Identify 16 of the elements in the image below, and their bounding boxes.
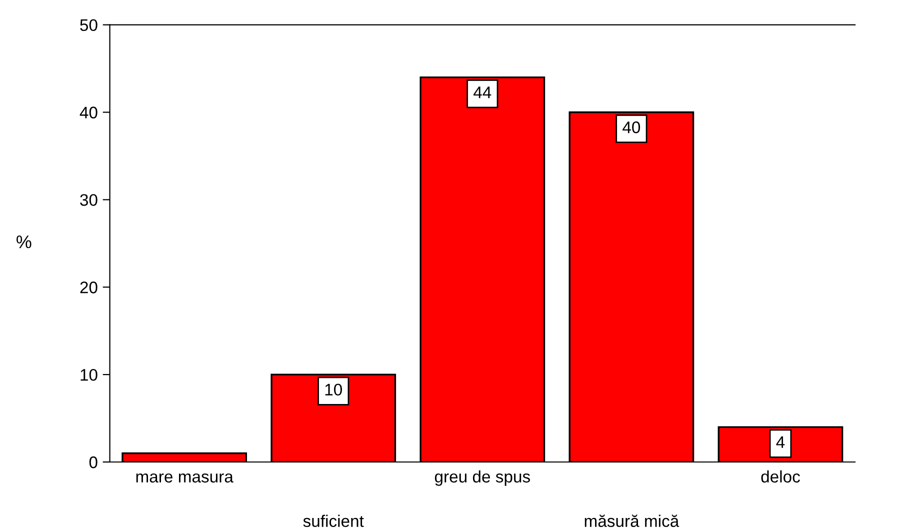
y-tick-label: 10: [80, 368, 98, 381]
data-label: 10: [325, 384, 342, 396]
x-tick-label: mare masura: [136, 473, 234, 483]
data-label: 40: [622, 121, 640, 134]
x-tick-label: greu de spus: [434, 470, 530, 486]
x-tick-label: suficient: [303, 514, 364, 528]
y-axis-title: %: [16, 236, 32, 248]
x-tick-label: măsură mică: [584, 514, 680, 528]
y-tick-label: 50: [80, 19, 98, 32]
data-label: 44: [474, 86, 492, 98]
data-label: 4: [776, 436, 785, 448]
x-tick-label: deloc: [761, 470, 800, 483]
y-tick-label: 40: [80, 106, 98, 118]
y-tick-label: 0: [89, 456, 98, 468]
y-tick-label: 30: [80, 194, 98, 206]
y-tick-label: 20: [80, 282, 98, 294]
